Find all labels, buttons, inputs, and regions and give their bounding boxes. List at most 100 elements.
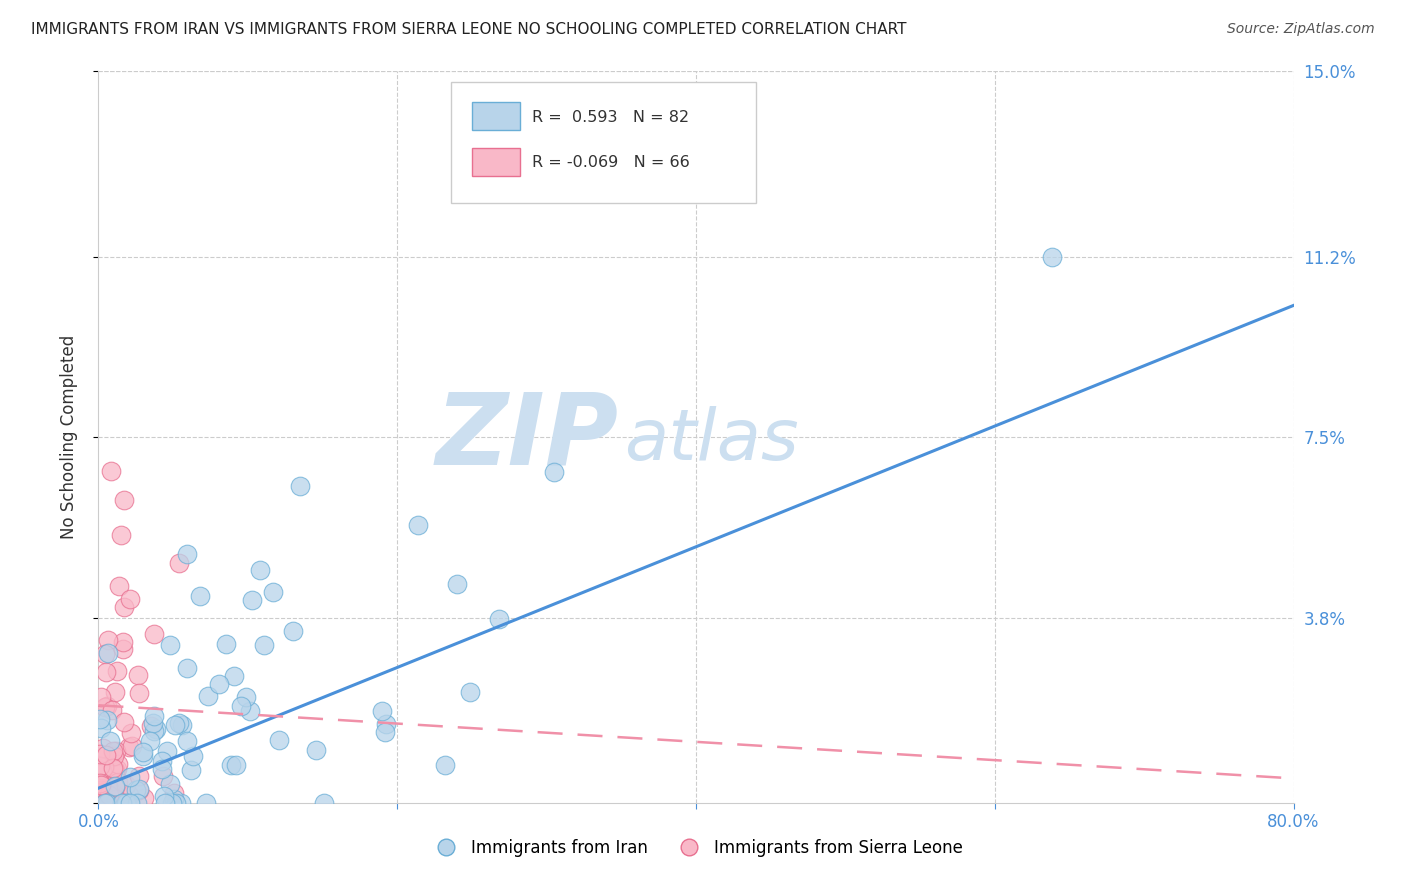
Point: [118, 770, 141, 784]
Point: [97, 782, 120, 797]
Point: [118, 789, 141, 803]
Point: [96, 796, 118, 810]
Point: [103, 761, 125, 775]
Point: [374, 724, 396, 739]
Point: [128, 781, 150, 796]
Point: [305, 743, 328, 757]
Point: [163, 792, 186, 806]
Point: [118, 591, 141, 606]
Point: [408, 517, 430, 532]
Point: [139, 734, 162, 748]
Point: [96, 713, 118, 727]
Point: [132, 749, 155, 764]
Point: [103, 749, 125, 764]
Text: R =  0.593   N = 82: R = 0.593 N = 82: [533, 110, 689, 125]
Point: [94, 748, 117, 763]
Point: [215, 637, 238, 651]
Point: [159, 777, 181, 791]
Point: [93, 787, 115, 801]
Bar: [472, 148, 520, 176]
Point: [150, 754, 173, 768]
Point: [128, 686, 150, 700]
Point: [224, 669, 246, 683]
Point: [165, 796, 187, 810]
Point: [176, 547, 198, 561]
Point: [131, 745, 153, 759]
Text: ZIP: ZIP: [436, 389, 619, 485]
Point: [105, 792, 128, 806]
Point: [89, 766, 111, 780]
Point: [134, 791, 156, 805]
Point: [167, 556, 190, 570]
Point: [152, 769, 174, 783]
Point: [229, 698, 252, 713]
Point: [112, 599, 135, 614]
Legend: Immigrants from Iran, Immigrants from Sierra Leone: Immigrants from Iran, Immigrants from Si…: [422, 832, 970, 864]
Point: [120, 796, 142, 810]
Point: [127, 668, 149, 682]
Point: [143, 626, 166, 640]
Point: [107, 757, 129, 772]
Point: [115, 796, 138, 810]
Point: [269, 732, 291, 747]
Point: [105, 762, 128, 776]
Point: [208, 676, 231, 690]
Point: [239, 704, 262, 718]
Point: [90, 690, 112, 705]
Point: [96, 699, 118, 714]
Point: [312, 796, 335, 810]
Y-axis label: No Schooling Completed: No Schooling Completed: [59, 335, 77, 539]
Point: [108, 578, 131, 592]
Point: [104, 763, 127, 777]
Point: [170, 718, 193, 732]
Point: [197, 689, 219, 703]
Point: [374, 717, 396, 731]
Point: [120, 726, 142, 740]
Point: [125, 796, 148, 810]
Point: [249, 563, 271, 577]
Point: [103, 685, 125, 699]
Point: [89, 776, 111, 790]
Point: [458, 685, 481, 699]
Point: [170, 796, 193, 810]
Point: [188, 590, 211, 604]
Point: [163, 786, 186, 800]
Point: [111, 796, 134, 810]
Point: [111, 634, 134, 648]
Point: [543, 465, 565, 479]
Point: [90, 778, 112, 792]
Point: [288, 479, 311, 493]
Point: [370, 705, 392, 719]
Point: [104, 789, 127, 803]
Point: [153, 796, 176, 810]
Point: [89, 747, 111, 761]
Point: [97, 646, 120, 660]
Text: Source: ZipAtlas.com: Source: ZipAtlas.com: [1227, 22, 1375, 37]
Point: [107, 775, 129, 789]
Point: [167, 715, 190, 730]
Point: [1040, 250, 1063, 264]
Point: [194, 796, 217, 810]
Point: [118, 739, 141, 754]
Point: [112, 493, 135, 508]
Point: [89, 712, 111, 726]
Point: [128, 783, 150, 797]
Point: [101, 744, 124, 758]
Point: [235, 690, 257, 704]
Point: [176, 734, 198, 748]
Point: [97, 632, 120, 647]
Point: [160, 796, 183, 810]
Point: [98, 788, 121, 802]
Point: [153, 789, 176, 803]
Point: [143, 724, 166, 739]
Point: [142, 716, 165, 731]
Point: [112, 642, 135, 657]
Point: [105, 664, 128, 678]
Point: [93, 759, 115, 773]
Point: [446, 577, 468, 591]
Point: [139, 719, 162, 733]
Point: [176, 661, 198, 675]
Point: [100, 464, 122, 478]
Point: [183, 749, 205, 764]
Point: [93, 795, 115, 809]
